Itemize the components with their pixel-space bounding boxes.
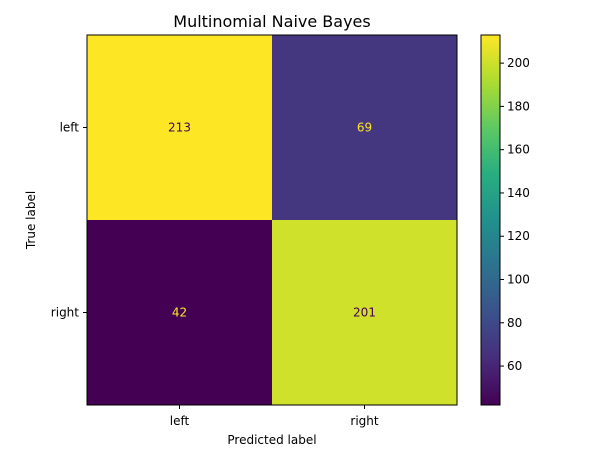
colorbar-tick-label: 160 — [507, 143, 530, 157]
heatmap-cells — [87, 35, 457, 405]
colorbar-ticks: 60 80 100 120 140 160 180 200 — [500, 56, 530, 373]
colorbar — [480, 34, 501, 406]
heatmap-cell — [87, 220, 272, 405]
plot-frame — [86, 34, 458, 406]
y-tick-label: right — [51, 306, 79, 320]
x-tick-label: left — [170, 414, 190, 428]
y-tick-label: left — [60, 121, 80, 135]
x-axis-ticks: left right — [170, 405, 379, 428]
colorbar-tick-label: 140 — [507, 186, 530, 200]
y-axis-label: True label — [24, 191, 38, 250]
y-axis-ticks: left right — [51, 121, 87, 320]
cell-value-labels: 213 69 42 201 — [168, 121, 376, 320]
cell-value-label: 69 — [357, 121, 372, 135]
colorbar-tick-label: 100 — [507, 273, 530, 287]
heatmap-cell — [87, 35, 272, 220]
cell-value-label: 201 — [353, 306, 376, 320]
colorbar-tick-label: 60 — [507, 359, 522, 373]
colorbar-tick-label: 180 — [507, 99, 530, 113]
colorbar-tick-label: 200 — [507, 56, 530, 70]
cell-value-label: 213 — [168, 121, 191, 135]
heatmap-cell — [272, 35, 457, 220]
heatmap-cell — [272, 220, 457, 405]
chart-title: Multinomial Naive Bayes — [173, 12, 370, 31]
cell-value-label: 42 — [172, 306, 187, 320]
x-axis-label: Predicted label — [227, 433, 316, 447]
x-tick-label: right — [350, 414, 378, 428]
colorbar-tick-label: 80 — [507, 316, 522, 330]
colorbar-tick-label: 120 — [507, 229, 530, 243]
